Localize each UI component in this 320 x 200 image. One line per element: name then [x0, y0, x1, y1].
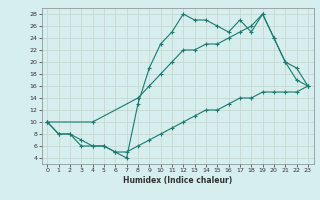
X-axis label: Humidex (Indice chaleur): Humidex (Indice chaleur)	[123, 176, 232, 185]
